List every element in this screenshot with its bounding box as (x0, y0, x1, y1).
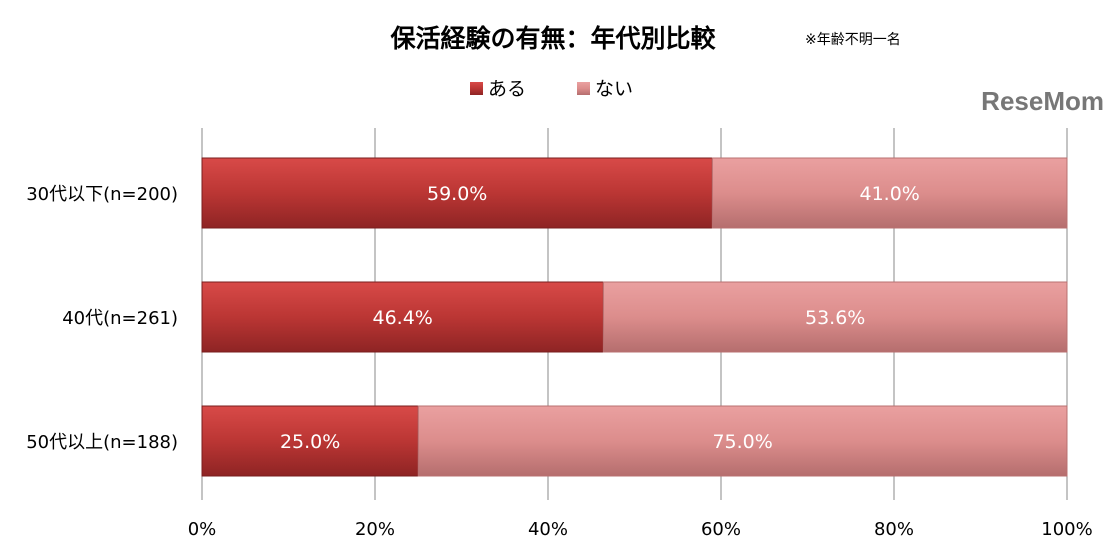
category-label: 50代以上(n=188) (26, 432, 178, 453)
data-label: 46.4% (373, 307, 433, 329)
bar-aru (201, 157, 713, 229)
legend: ある ない (470, 78, 633, 100)
legend-label-aru: ある (488, 78, 526, 100)
data-label: 41.0% (859, 183, 919, 205)
category-label: 40代(n=261) (62, 308, 178, 329)
legend-label-nai: ない (595, 78, 633, 100)
chart-title: 保活経験の有無：年代別比較 (389, 24, 716, 53)
data-label: 25.0% (280, 431, 340, 453)
bar-aru (201, 281, 604, 353)
x-tick-label: 60% (701, 519, 741, 540)
x-tick-label: 100% (1041, 519, 1092, 540)
x-tick-label: 40% (528, 519, 568, 540)
x-tick-label: 0% (188, 519, 217, 540)
x-tick-label: 20% (355, 519, 395, 540)
watermark-logo: ReseMom (981, 86, 1104, 116)
bar-nai (417, 405, 1068, 477)
bar-nai (711, 157, 1068, 229)
category-label: 30代以下(n=200) (26, 184, 178, 205)
bar-aru (201, 405, 419, 477)
data-label: 53.6% (805, 307, 865, 329)
data-label: 59.0% (427, 183, 487, 205)
legend-swatch-nai (577, 82, 590, 95)
bar-nai (602, 281, 1068, 353)
data-label: 75.0% (712, 431, 772, 453)
chart-note: ※年齢不明一名 (805, 32, 901, 48)
x-tick-label: 80% (874, 519, 914, 540)
legend-swatch-aru (470, 82, 483, 95)
